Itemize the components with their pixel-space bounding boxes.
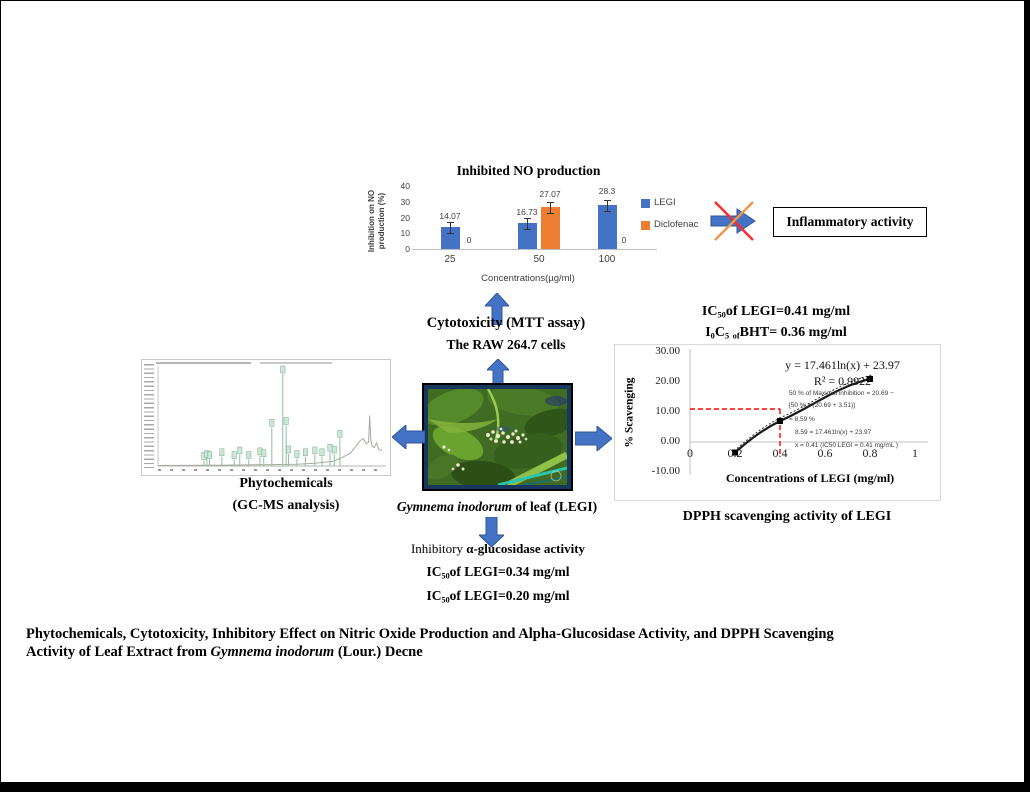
watermark-icon [550,470,562,482]
dpph-y-axis-label: % Scavenging [623,377,636,448]
annotation-line: 8.59 = 17.461ln(x) + 23.97 [795,429,872,436]
x-tick: 0.6 [817,446,833,460]
bar-legi-25 [441,226,460,249]
bar-legi-100 [598,204,617,249]
legend-label-diclofenac: Diclofenac [654,219,699,230]
right-arrow-icon [575,426,612,451]
dpph-scatter-chart: % Scavenging 30.00 20.00 10.00 0.00 -10.… [614,344,941,501]
y-tick: 10.00 [655,405,680,417]
plant-photo-frame [422,383,573,491]
x-tick: 0 [687,446,693,460]
data-label: 16.73 [516,207,538,217]
annotation-line: [50 % x (20.69 + 3.51)] [789,402,855,409]
x-tick: 1 [912,446,918,460]
inflammatory-activity-box: Inflammatory activity [773,207,927,237]
dpph-x-axis-label: Concentrations of LEGI (mg/ml) [725,471,895,485]
glucosidase-ic50-line1: IC50of LEGI=0.34 mg/ml [426,564,570,581]
species-name-italic: Gymnema inodorum [210,644,335,660]
raw-cells-label: The RAW 264.7 cells [446,337,566,352]
plant-caption: Gymnema inodorum of leaf (LEGI) [396,499,598,514]
y-tick: -10.00 [651,465,680,477]
blocked-arrow-icon [710,201,756,241]
gcms-analysis-label: (GC-MS analysis) [232,498,340,513]
data-label: 27.07 [539,189,561,199]
up-arrow-icon [487,359,509,385]
y-tick: 0 [405,244,410,254]
x-tick: 0.2 [727,446,743,460]
y-tick: 30.00 [655,345,680,357]
glucosidase-title: Inhibitory α-glucosidase activity [410,541,586,556]
bar-legi-50 [518,222,537,249]
cross-out-orange-line [714,201,754,241]
y-tick: 10 [400,228,410,238]
paper-title-line1: Phytochemicals, Cytotoxicity, Inhibitory… [26,626,834,642]
dpph-plot [689,349,928,475]
phytochemicals-label: Phytochemicals [239,476,333,491]
data-label: 28.3 [598,186,616,196]
legend-swatch-diclofenac [641,221,650,230]
error-bar [447,221,454,234]
x-tick: 0.8 [862,446,878,460]
bar-diclofenac-50 [541,206,560,249]
left-arrow-icon [392,425,425,449]
glucosidase-ic50-line2: IC50of LEGI=0.20 mg/ml [426,588,570,605]
dpph-ic50-legi: IC50of LEGI=0.41 mg/ml [701,304,851,320]
flower-cluster [442,427,528,471]
x-axis-line [412,249,657,250]
bar-chart-x-axis-label: Concentrations(µg/ml) [481,273,575,284]
x-tick: 50 [533,254,545,265]
error-bar [604,199,611,212]
plant-photo [424,385,571,489]
x-tick: 0.4 [772,446,788,460]
chromatogram-header-text [260,362,332,364]
y-tick: 30 [400,197,410,207]
chromatogram-plot [157,365,386,467]
annotation-line: x = 0.41 (IC50 LEGI = 0.41 mg/mL ) [795,442,899,449]
dpph-ic50-bht: I0C5 ofBHT= 0.36 mg/ml [705,325,847,341]
error-bar [547,201,554,214]
up-arrow-icon [485,293,509,325]
cytotoxicity-label: Cytotoxicity (MTT assay) [426,315,586,331]
compound-list-text [144,364,154,468]
dpph-caption: DPPH scavenging activity of LEGI [682,509,892,524]
data-label-zero: 0 [621,235,627,245]
data-label: 14.07 [439,211,461,221]
down-arrow-icon [479,517,504,547]
x-tick: 25 [444,254,456,265]
x-tick: 100 [598,254,616,265]
gymnema-inodorum-photo [428,389,567,485]
annotation-line: 50 % of Maximal inhibition = 20.69 − [789,390,894,397]
gcms-chromatogram [141,359,391,476]
error-bar [524,217,531,230]
y-tick: 20 [400,213,410,223]
no-production-bar-chart: Inhibited NO production Inhibition on NO… [356,159,786,304]
chromatogram-x-ticks [158,469,384,471]
paper-title-line2: Activity of Leaf Extract from Gymnema in… [26,644,423,660]
plant-species-name: Gymnema inodorum [396,499,512,514]
y-tick: 0.00 [660,435,680,447]
trendline-equation: y = 17.461ln(x) + 23.97 [785,358,900,372]
r-squared: R² = 0.9922 [813,374,872,388]
legend-swatch-legi [641,199,650,208]
legend-label-legi: LEGI [654,197,676,208]
y-tick: 40 [400,181,410,191]
data-label-zero: 0 [466,235,472,245]
chromatogram-header-text [156,362,251,364]
bar-chart-title: Inhibited NO production [456,163,601,178]
annotation-line: = 8.59 % [789,416,815,423]
bar-plot-area [356,159,786,249]
y-tick: 20.00 [655,375,680,387]
